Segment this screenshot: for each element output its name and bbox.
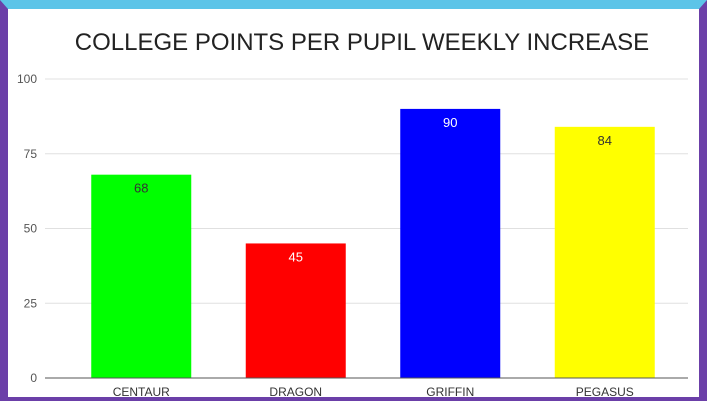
y-tick-label: 100 <box>17 72 37 86</box>
x-tick-label: PEGASUS <box>576 385 634 399</box>
x-tick-label: GRIFFIN <box>426 385 474 399</box>
bars: 68 45 90 84 <box>91 108 655 379</box>
data-label: 68 <box>134 181 148 196</box>
data-label: 84 <box>598 133 612 148</box>
y-tick-label: 75 <box>24 147 38 161</box>
bar-pegasus <box>554 126 655 378</box>
bar-griffin <box>400 108 501 379</box>
data-label: 45 <box>289 249 303 264</box>
chart-title: COLLEGE POINTS PER PUPIL WEEKLY INCREASE <box>75 29 649 56</box>
x-tick-label: DRAGON <box>269 385 322 399</box>
bar-dragon <box>245 243 346 378</box>
x-axis-ticks: CENTAUR DRAGON GRIFFIN PEGASUS <box>113 385 634 399</box>
y-axis-ticks: 0 25 50 75 100 <box>17 72 37 385</box>
y-tick-label: 0 <box>30 371 37 385</box>
data-label: 90 <box>443 115 457 130</box>
x-tick-label: CENTAUR <box>113 385 170 399</box>
y-tick-label: 50 <box>24 222 38 236</box>
y-tick-label: 25 <box>24 296 38 310</box>
bar-centaur <box>91 174 192 378</box>
